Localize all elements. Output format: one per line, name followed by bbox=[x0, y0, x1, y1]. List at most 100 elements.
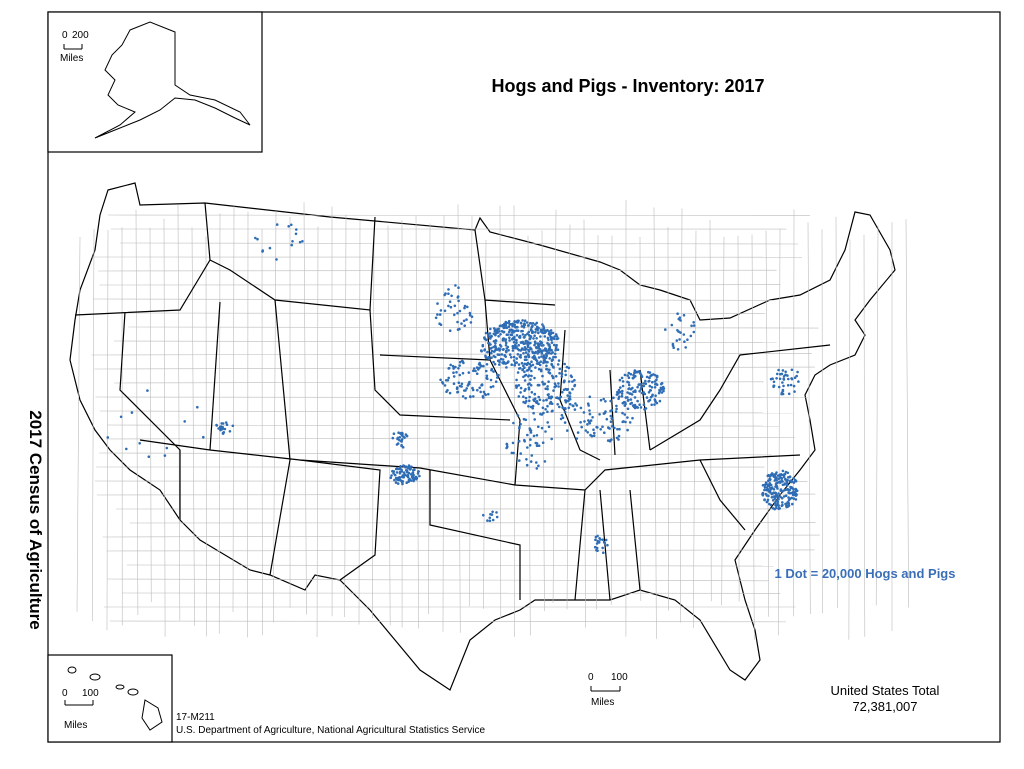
hog-dot bbox=[401, 432, 404, 435]
hog-dot bbox=[524, 334, 527, 337]
hog-dot bbox=[535, 337, 538, 340]
hog-dot bbox=[398, 476, 401, 479]
hog-dot bbox=[786, 374, 789, 377]
hog-dot bbox=[517, 414, 520, 417]
hog-dot bbox=[528, 400, 531, 403]
hog-dot bbox=[454, 284, 457, 287]
hog-dot bbox=[593, 434, 596, 437]
hog-dot bbox=[693, 324, 696, 327]
hog-dot bbox=[541, 375, 544, 378]
hog-dot bbox=[541, 381, 544, 384]
hog-dot bbox=[528, 396, 531, 399]
hog-dot bbox=[596, 535, 599, 538]
hog-dot bbox=[545, 330, 548, 333]
hog-dot bbox=[494, 345, 497, 348]
hog-dot bbox=[636, 400, 639, 403]
hog-dot bbox=[532, 322, 535, 325]
hog-dot bbox=[450, 306, 453, 309]
hog-dot bbox=[521, 369, 524, 372]
hog-dot bbox=[502, 348, 505, 351]
hog-dot bbox=[396, 471, 399, 474]
hog-dot bbox=[683, 314, 686, 317]
hog-dot bbox=[512, 452, 515, 455]
hog-dot bbox=[530, 429, 533, 432]
hog-dot bbox=[793, 385, 796, 388]
hog-dot bbox=[458, 381, 461, 384]
hog-dot bbox=[462, 360, 465, 363]
hog-dot bbox=[610, 415, 613, 418]
hog-dot bbox=[538, 368, 541, 371]
hog-dot bbox=[457, 367, 460, 370]
hog-dot bbox=[403, 436, 406, 439]
hog-dot bbox=[533, 418, 536, 421]
hog-dot bbox=[550, 332, 553, 335]
hog-dot bbox=[491, 368, 494, 371]
hog-dot bbox=[527, 324, 530, 327]
hog-dot bbox=[396, 478, 399, 481]
scale-start: 0 bbox=[62, 30, 68, 41]
hog-dot bbox=[510, 356, 513, 359]
hog-dot bbox=[539, 343, 542, 346]
hog-dot bbox=[580, 426, 583, 429]
hog-dot bbox=[552, 376, 555, 379]
hog-dot bbox=[525, 351, 528, 354]
hog-dot bbox=[775, 494, 778, 497]
hog-dot bbox=[215, 424, 218, 427]
hog-dot bbox=[226, 423, 229, 426]
hog-dot bbox=[463, 320, 466, 323]
hog-dot bbox=[219, 426, 222, 429]
hog-dot bbox=[576, 404, 579, 407]
hog-dot bbox=[515, 341, 518, 344]
hog-dot bbox=[469, 312, 472, 315]
hog-dot bbox=[599, 538, 602, 541]
hog-dot bbox=[568, 397, 571, 400]
hog-dot bbox=[513, 320, 516, 323]
hog-dot bbox=[577, 431, 580, 434]
hog-dot bbox=[400, 445, 403, 448]
hog-dot bbox=[606, 544, 609, 547]
hog-dot bbox=[491, 513, 494, 516]
hog-dot bbox=[762, 484, 765, 487]
hog-dot bbox=[551, 410, 554, 413]
hog-dot bbox=[780, 488, 783, 491]
hog-dot bbox=[541, 352, 544, 355]
hog-dot bbox=[618, 435, 621, 438]
hog-dot bbox=[547, 393, 550, 396]
hog-dot bbox=[606, 418, 609, 421]
hog-dot bbox=[484, 355, 487, 358]
scale-end: 200 bbox=[72, 30, 89, 41]
hog-dot bbox=[508, 331, 511, 334]
hog-dot bbox=[558, 397, 561, 400]
hog-dot bbox=[486, 357, 489, 360]
hog-dot bbox=[522, 352, 525, 355]
hog-dot bbox=[522, 365, 525, 368]
hog-dot bbox=[476, 389, 479, 392]
hog-dot bbox=[531, 325, 534, 328]
hog-dot bbox=[457, 328, 460, 331]
hog-dot bbox=[512, 442, 515, 445]
hog-dot bbox=[479, 391, 482, 394]
hog-dot bbox=[506, 333, 509, 336]
hog-dot bbox=[464, 397, 467, 400]
hog-dot bbox=[564, 370, 567, 373]
hog-dot bbox=[564, 421, 567, 424]
hog-dot bbox=[543, 358, 546, 361]
hog-dot bbox=[504, 323, 507, 326]
hog-dot bbox=[514, 347, 517, 350]
hog-dot bbox=[609, 410, 612, 413]
hog-dot bbox=[563, 379, 566, 382]
hog-dot bbox=[454, 305, 457, 308]
hog-dot bbox=[275, 258, 278, 261]
hog-dot bbox=[521, 362, 524, 365]
hog-dot bbox=[530, 460, 533, 463]
hog-dot bbox=[405, 433, 408, 436]
hog-dot bbox=[541, 427, 544, 430]
hog-dot bbox=[498, 353, 501, 356]
hog-dot bbox=[486, 375, 489, 378]
hog-dot bbox=[634, 370, 637, 373]
hog-dot bbox=[523, 371, 526, 374]
hog-dot bbox=[505, 366, 508, 369]
hog-dot bbox=[769, 483, 772, 486]
hog-dot bbox=[525, 355, 528, 358]
hog-dot bbox=[535, 461, 538, 464]
